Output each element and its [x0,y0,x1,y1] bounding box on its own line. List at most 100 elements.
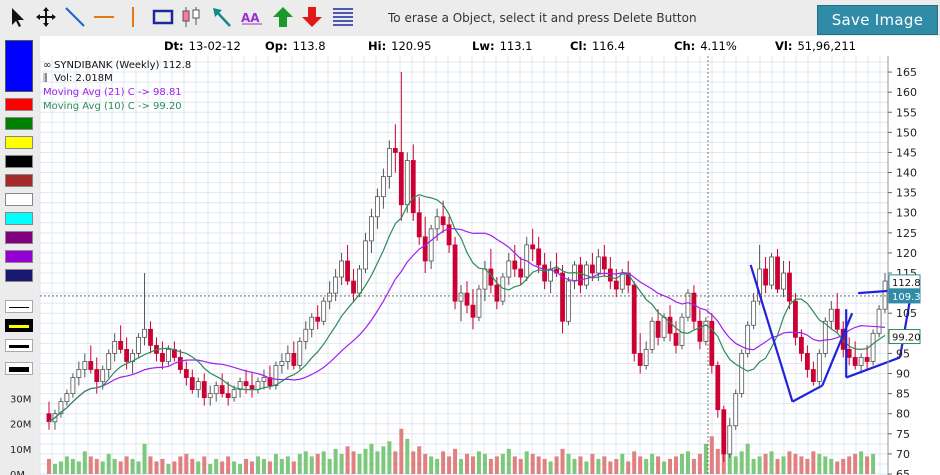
volume-bar [202,456,207,474]
candle-body [58,401,64,415]
candle-body [667,316,673,334]
volume-bar [351,451,356,474]
volume-bar [399,428,404,474]
volume-bar [703,443,708,474]
volume-tick-label: 20M [10,420,31,431]
color-swatch-4[interactable] [5,155,33,168]
candle-body [434,216,440,230]
color-swatch-9[interactable] [5,250,33,263]
volume-bar [214,458,219,474]
candle-body [333,276,339,294]
color-swatch-1[interactable] [5,98,33,111]
candle-body [279,361,285,366]
volume-bar [500,453,505,474]
candle-body [309,316,315,330]
color-swatch-7[interactable] [5,212,33,225]
candle-body [237,381,243,390]
volume-bar [405,438,410,474]
candle-body [70,377,76,395]
line-width-4[interactable] [5,362,33,375]
line-width-3[interactable] [5,339,33,352]
candle-body [100,369,106,382]
rectangle-icon[interactable] [151,5,175,29]
candle-body [530,244,536,250]
candle-body [112,340,118,354]
volume-bar [632,451,637,474]
candle-tool-icon[interactable] [180,5,204,29]
volume-bar [793,453,798,474]
trendline-drawing[interactable] [749,264,794,402]
selected-color-swatch[interactable] [5,40,33,92]
volume-bar [871,453,876,474]
trendline-drawing[interactable] [845,356,901,379]
line-width-1[interactable] [5,300,33,313]
candle-body [613,280,619,290]
candle-body [249,385,255,390]
volume-bar [417,446,422,474]
save-image-button[interactable]: Save Image [817,5,938,35]
fibonacci-icon[interactable] [331,5,355,29]
volume-bar [518,458,523,474]
up-arrow-icon[interactable] [271,5,295,29]
chart-legend: ∞ SYNDIBANK (Weekly) 112.8 ⫼ Vol: 2.018M… [43,60,191,112]
price-chart[interactable]: 1651601551501451401351301251201151101051… [10,56,940,475]
color-swatch-10[interactable] [5,269,33,282]
candle-body [816,353,822,382]
text-label-icon[interactable]: AA [240,5,264,29]
candle-body [267,377,273,386]
candle-body [404,160,410,206]
volume-bar [154,461,159,474]
volume-bar [369,443,374,474]
candle-body [518,268,524,278]
y-tick-label: 135 [896,187,917,200]
trendline-icon[interactable] [63,5,87,29]
candle-body [416,212,422,238]
volume-bar [64,456,69,474]
candle-body [446,224,452,246]
color-swatch-5[interactable] [5,174,33,187]
horizontal-line-icon[interactable] [92,5,116,29]
candle-body [148,328,153,346]
volume-bar [512,456,517,474]
candle-body [715,365,721,411]
volume-bar [482,453,487,474]
candle-body [661,316,667,338]
candle-body [351,280,356,294]
line-width-2[interactable] [5,319,33,332]
volume-bar [602,456,607,474]
volume-bar [208,463,213,474]
volume-bar [566,453,571,474]
candle-body [124,348,130,362]
crosshair-price-tag [888,288,921,304]
trendline-drawing[interactable] [791,384,823,403]
arrow-icon[interactable] [210,5,234,29]
volume-bar [530,453,535,474]
candle-body [183,369,189,378]
candle-body [345,260,350,282]
candle-body [703,320,709,342]
y-tick-label: 75 [896,428,910,441]
candle-body [506,260,512,278]
moving-average-10-line [48,193,886,423]
color-swatch-2[interactable] [5,117,33,130]
candle-body [810,369,816,382]
color-swatch-8[interactable] [5,231,33,244]
move-icon[interactable] [34,5,58,29]
candle-body [339,260,344,278]
volume-bar [715,448,720,474]
candle-body [828,308,834,322]
volume-bar [685,451,690,474]
pointer-icon[interactable] [6,5,30,29]
candle-body [46,413,52,423]
color-swatch-6[interactable] [5,193,33,206]
volume-bar [279,458,284,474]
candle-body [142,328,147,338]
volume-bar [614,458,619,474]
volume-bar [76,461,81,474]
down-arrow-icon[interactable] [300,5,324,29]
color-swatch-3[interactable] [5,136,33,149]
candle-body [76,369,82,378]
volume-bar [315,453,320,474]
vertical-line-icon[interactable] [121,5,145,29]
y-tick-label: 155 [896,106,917,119]
